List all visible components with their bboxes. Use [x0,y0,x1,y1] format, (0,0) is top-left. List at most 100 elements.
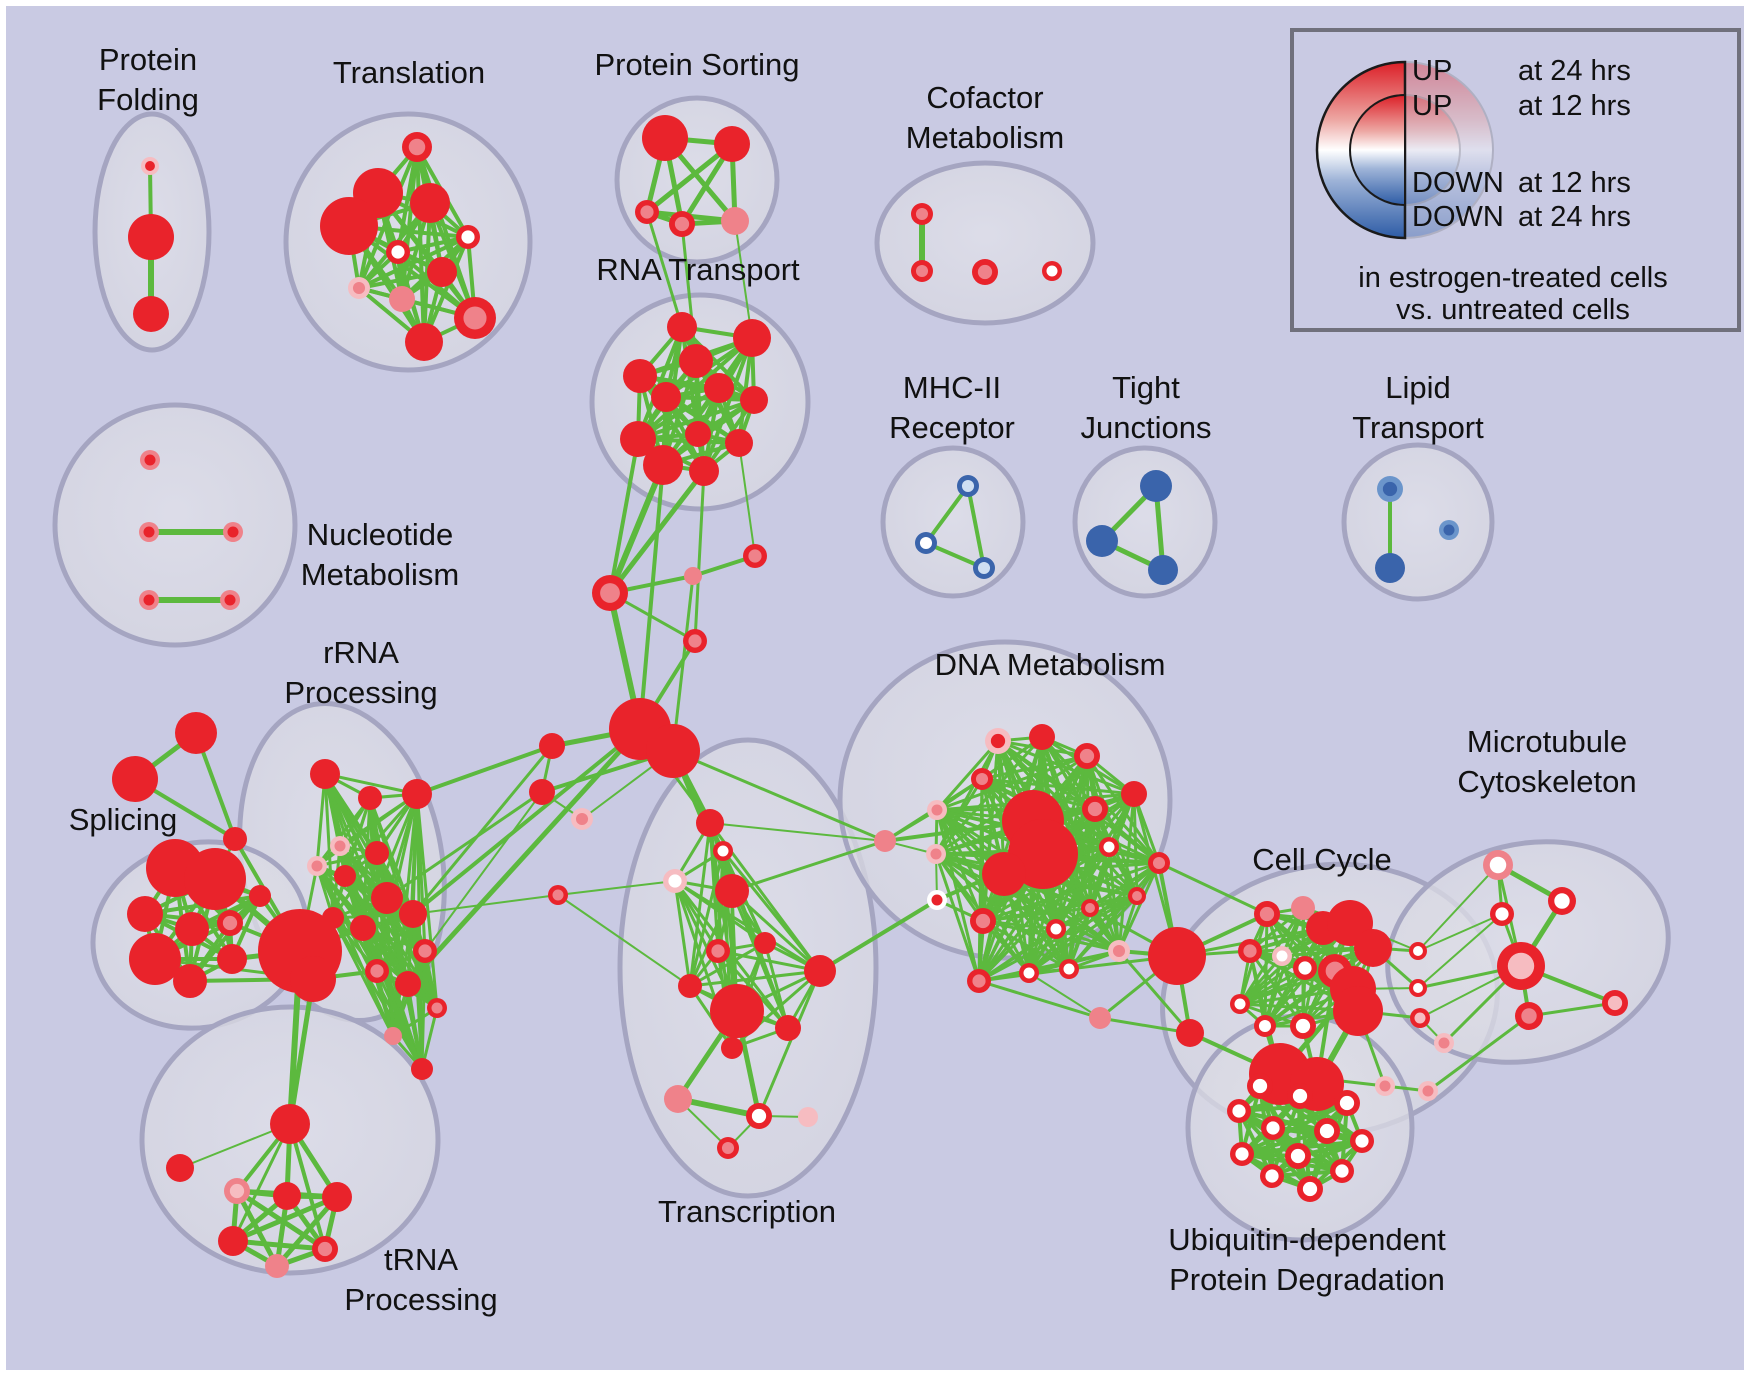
network-node-cc8 [1089,1007,1111,1029]
network-edge [688,889,734,988]
network-edge [323,772,419,796]
network-node-center-dm14 [931,894,943,906]
network-node-center-ub4 [1232,1104,1246,1118]
cluster-label-cell-cycle: Cell Cycle [1252,842,1392,877]
network-edge [288,1122,327,1251]
legend-up-12-word: UP [1412,90,1452,122]
network-node-tj1 [1140,470,1172,502]
network-node-dmbr [1148,927,1206,985]
network-edge [980,777,1136,796]
network-node-center-dm7 [1087,801,1103,817]
network-node-center-ub5 [1266,1121,1280,1135]
network-node-rt11 [643,445,683,485]
network-node-cc17 [1354,929,1392,967]
network-node-pf3 [133,296,169,332]
network-node-rt10 [725,429,753,457]
network-edge [287,976,316,1127]
network-node-center-cb4 [1438,1037,1450,1049]
network-edge [375,851,439,1010]
network-node-center-cb5 [1379,1080,1391,1092]
network-edge [415,744,554,796]
network-node-rt7 [740,386,768,414]
legend: UP at 24 hrs UP at 12 hrs DOWN at 12 hrs… [1290,28,1741,332]
cluster-label-rna-transport: RNA Transport [596,252,800,287]
network-node-ts9 [710,984,764,1038]
network-node-center-dm13 [930,848,942,860]
network-edge [980,754,1089,781]
network-node-ts1 [696,809,724,837]
cluster-label-microtubule-cytoskeleton: Microtubule [1467,724,1627,759]
network-edge [412,894,559,915]
network-node-center-cb1 [1413,946,1423,956]
network-node-center-dm12 [1152,856,1166,870]
network-node-tr3 [410,183,450,223]
network-node-center-ub6 [1319,1123,1335,1139]
network-node-center-mh2 [919,536,933,550]
network-node-tn5 [218,1226,248,1256]
network-node-ps2 [714,126,750,162]
cluster-label-dna-metabolism: DNA Metabolism [935,647,1166,682]
network-node-center-ub8 [1235,1147,1249,1161]
network-node-dm0 [874,830,896,852]
network-node-sp2 [184,848,246,910]
network-node-tn7 [265,1254,289,1278]
cluster-ellipse-lipid-transport [1341,442,1495,602]
network-node-hub2 [646,724,700,778]
network-node-center-dm17 [1085,903,1095,913]
cluster-label-protein-folding: Protein [99,42,197,77]
legend-circle-inner-right [1404,93,1461,207]
network-edge [636,398,756,441]
network-node-center-cm4 [1046,265,1058,277]
network-node-tn4 [322,1182,352,1212]
cluster-ellipse-cofactor-metabolism [874,160,1096,326]
network-edge [1157,861,1269,916]
legend-caption-line1: in estrogen-treated cells [1358,262,1668,294]
network-edge [274,1194,340,1269]
legend-down-24-time: at 24 hrs [1518,201,1631,233]
network-edge [315,796,372,868]
cluster-label-mhc-ii-receptor: Receptor [889,410,1015,445]
network-edge [1426,1014,1531,1093]
cluster-label-transcription: Transcription [658,1194,836,1229]
network-node-center-ub10 [1335,1164,1349,1178]
network-edge [671,574,695,753]
network-edge [424,791,543,952]
network-edge [671,749,887,843]
legend-up-24-time: at 24 hrs [1518,55,1631,87]
network-node-center-lc3 [575,812,589,826]
network-edge [557,880,676,896]
network-node-sp4 [175,912,209,946]
network-node-center-cc21 [1295,1018,1311,1034]
network-node-center-mt5 [1521,1008,1537,1024]
network-edge [977,979,1102,1020]
network-node-sph2 [290,956,336,1002]
network-node-lc1 [539,733,565,759]
cluster-label-translation: Translation [333,55,485,90]
network-node-center-ub7 [1355,1134,1369,1148]
legend-up-24-word: UP [1412,55,1452,87]
network-node-center-mh3 [977,561,991,575]
network-node-center-tr8 [352,281,366,295]
network-edge [818,898,939,973]
network-node-tr11 [405,323,443,361]
network-edge [981,894,1139,923]
network-node-center-ts3 [668,874,682,888]
network-node-center-mc4 [688,634,702,648]
network-node-ts11 [721,1037,743,1059]
network-edge [607,462,666,596]
cluster-label-lipid-transport: Transport [1352,410,1484,445]
network-node-center-cm3 [977,264,993,280]
network-node-center-ts13 [751,1108,767,1124]
cluster-label-protein-sorting: Protein Sorting [594,47,799,82]
network-edge [1417,913,1503,989]
network-edge [422,201,432,344]
cluster-ellipse-nucleotide-metabolism [52,402,298,648]
network-edge [1093,807,1161,865]
network-edge [420,949,427,1071]
network-node-center-pf1 [145,161,155,171]
network-edge [734,220,753,339]
cluster-label-trna-processing: Processing [344,1282,497,1317]
network-node-center-cc14 [1298,961,1312,975]
network-node-center-lt3 [1443,524,1455,536]
cluster-label-tight-junctions: Tight [1112,370,1180,405]
